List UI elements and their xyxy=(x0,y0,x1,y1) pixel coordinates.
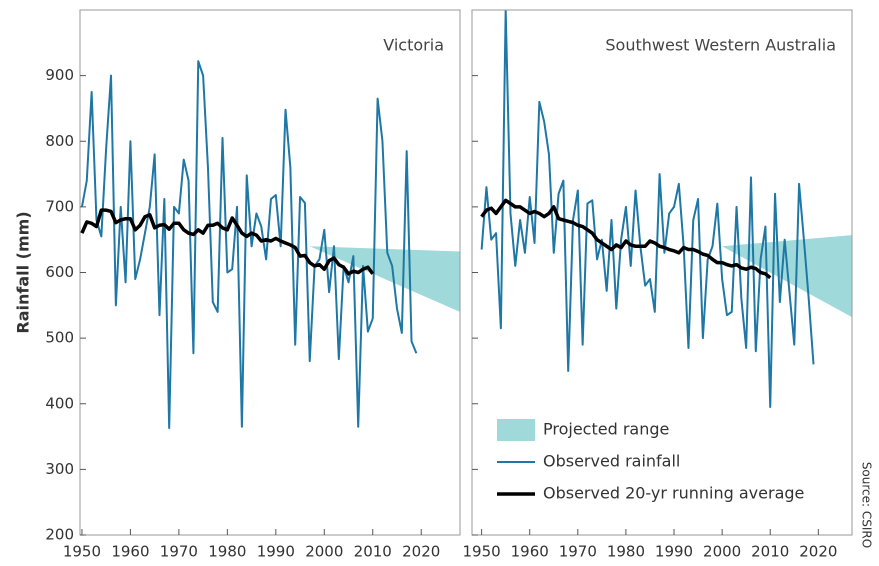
x-tick-label: 1950 xyxy=(463,543,501,561)
series-line xyxy=(480,198,772,280)
projected-range xyxy=(309,246,460,312)
x-tick-label: 1980 xyxy=(208,543,246,561)
x-tick-label: 2000 xyxy=(703,543,741,561)
y-tick-label: 500 xyxy=(45,329,74,347)
x-tick-label: 1970 xyxy=(160,543,198,561)
plot-area xyxy=(480,10,852,409)
y-tick-label: 800 xyxy=(45,132,74,150)
series-line xyxy=(80,208,375,276)
x-tick-label: 1980 xyxy=(607,543,645,561)
y-tick-label: 400 xyxy=(45,394,74,412)
y-axis-label: Rainfall (mm) xyxy=(14,211,33,333)
series-line xyxy=(480,10,815,409)
x-tick-label: 2010 xyxy=(751,543,789,561)
x-tick-label: 1960 xyxy=(511,543,549,561)
plot-area xyxy=(80,60,460,430)
x-tick-label: 2010 xyxy=(354,543,392,561)
legend-label: Observed 20-yr running average xyxy=(543,484,804,503)
series-line xyxy=(80,60,418,430)
legend-label: Projected range xyxy=(543,420,669,439)
legend-swatch xyxy=(497,419,535,441)
x-tick-label: 1970 xyxy=(559,543,597,561)
x-tick-label: 2000 xyxy=(305,543,343,561)
source: Source: CSIRO xyxy=(860,462,874,548)
x-tick-label: 1990 xyxy=(655,543,693,561)
x-tick-label: 1960 xyxy=(111,543,149,561)
panel-title: Southwest Western Australia xyxy=(605,36,836,55)
x-tick-label: 1990 xyxy=(257,543,295,561)
panel-title: Victoria xyxy=(383,36,444,55)
y-tick-label: 900 xyxy=(45,66,74,84)
y-tick-label: 700 xyxy=(45,197,74,215)
x-tick-label: 1950 xyxy=(63,543,101,561)
x-tick-label: 2020 xyxy=(799,543,837,561)
y-tick-label: 200 xyxy=(45,526,74,544)
x-tick-label: 2020 xyxy=(402,543,440,561)
y-tick-label: 300 xyxy=(45,460,74,478)
y-tick-label: 600 xyxy=(45,263,74,281)
legend-label: Observed rainfall xyxy=(543,452,680,471)
